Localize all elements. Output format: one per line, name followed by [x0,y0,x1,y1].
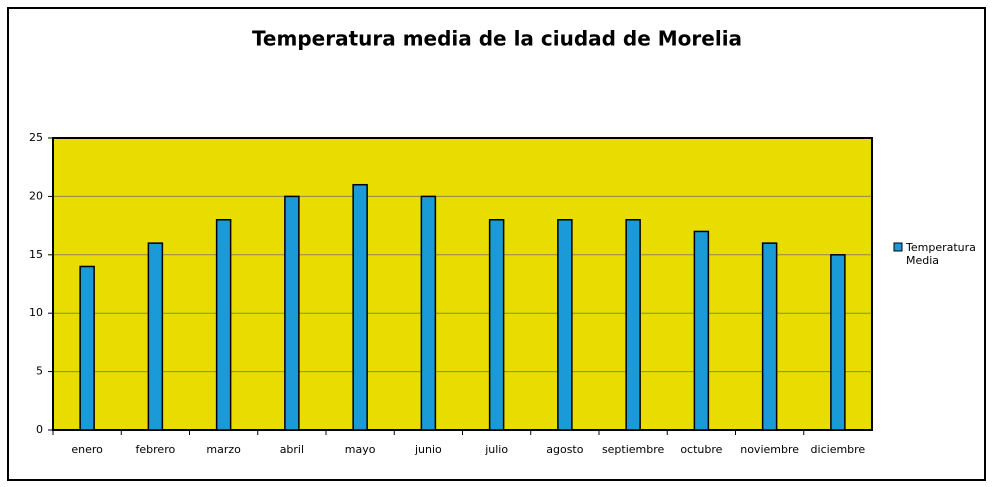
y-tick-label: 10 [29,306,43,319]
bar [420,195,437,431]
bar [352,183,368,431]
bar [830,254,846,431]
legend-label: Temperatura Media [906,241,976,267]
bar [693,230,710,431]
y-tick-label: 0 [36,423,43,436]
x-tick-label: diciembre [811,443,866,456]
bar [79,265,95,431]
bar [557,219,573,431]
bar [488,219,505,431]
bar [625,219,641,431]
y-tick-label: 20 [29,189,43,202]
bar [147,242,164,431]
chart-title: Temperatura media de la ciudad de Moreli… [252,27,742,51]
x-tick-label: enero [71,443,103,456]
bar [284,195,300,431]
y-tick-label: 5 [36,365,43,378]
x-tick-label: agosto [546,443,583,456]
x-tick-label: junio [414,443,442,456]
x-tick-label: septiembre [602,443,665,456]
x-tick-label: marzo [206,443,241,456]
y-tick-label: 15 [29,248,43,261]
x-tick-label: octubre [680,443,722,456]
x-tick-label: abril [280,443,304,456]
legend-swatch [893,242,903,252]
plot-area [53,138,872,430]
y-tick-label: 25 [29,131,43,144]
x-tick-label: febrero [136,443,176,456]
x-tick-label: noviembre [740,443,799,456]
bar [215,219,232,431]
bar [761,242,778,431]
x-tick-label: julio [484,443,508,456]
x-tick-label: mayo [345,443,376,456]
